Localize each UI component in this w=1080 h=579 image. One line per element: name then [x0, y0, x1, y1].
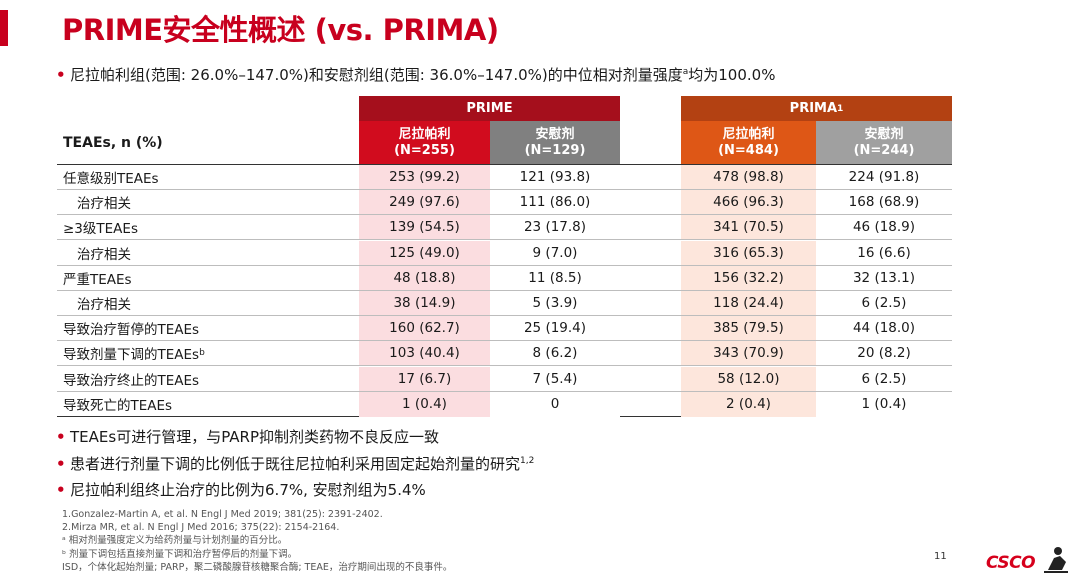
table-cell: 385 (79.5) [681, 316, 816, 341]
bullet-icon: • [56, 481, 66, 499]
row-label: 导致剂量下调的TEAEs b [63, 347, 205, 364]
table-cell: 118 (24.4) [681, 291, 816, 315]
table-row: 导致治疗暂停的TEAEs 160 (62.7) 25 (19.4) 385 (79.5… [57, 316, 952, 342]
footnote-line: ᵇ 剂量下调包括直接剂量下调和治疗暂停后的剂量下调。 [62, 548, 298, 560]
table-cell: 6 (2.5) [816, 291, 952, 315]
row-header-label: TEAEs, n (%) [63, 134, 163, 151]
table-cell: 25 (19.4) [490, 316, 620, 341]
logo-figure-icon [1044, 547, 1068, 573]
row-label: 任意级别TEAEs [63, 171, 159, 187]
table-cell: 32 (13.1) [816, 265, 952, 290]
table-cell: 0 [490, 391, 620, 417]
row-label: 导致死亡的TEAEs [63, 398, 173, 415]
table-cell: 478 (98.8) [681, 165, 816, 189]
table-column-header: TEAEs, n (%) 尼拉帕利 (N=255) 安慰剂 (N=129) 尼拉帕利… [57, 121, 952, 165]
table-group-header: PRIME PRIMA 1 [57, 96, 952, 121]
intro-sup: a [682, 67, 689, 77]
table-cell: 46 (18.9) [816, 215, 952, 240]
table-cell: 139 (54.5) [359, 215, 490, 240]
table-cell: 5 (3.9) [490, 291, 620, 315]
table-cell: 121 (93.8) [490, 165, 620, 189]
table-cell: 17 (6.7) [359, 366, 490, 391]
bullet-icon: • [56, 454, 66, 473]
intro-text-end: 均为100.0% [688, 66, 776, 84]
group-prima: PRIMA 1 [681, 96, 952, 121]
table-row: 治疗相关 38 (14.9) 5 (3.9) 118 (24.4) 6 (2.5) [57, 291, 952, 316]
table-cell: 156 (32.2) [681, 265, 816, 290]
table-cell: 23 (17.8) [490, 215, 620, 240]
table-cell: 58 (12.0) [681, 366, 816, 391]
point-item: • 尼拉帕利组终止治疗的比例为6.7%, 安慰剂组为5.4% [56, 477, 534, 504]
footnote-line: ᵃ 相对剂量强度定义为给药剂量与计划剂量的百分比。 [62, 535, 288, 547]
table-cell: 316 (65.3) [681, 240, 816, 265]
point-item: • 患者进行剂量下调的比例低于既往尼拉帕利采用固定起始剂量的研究1,2 [56, 451, 534, 478]
table-row: 治疗相关 125 (49.0) 9 (7.0) 316 (65.3) 16 (6.6) [57, 240, 952, 266]
table-row: 导致剂量下调的TEAEs b 103 (40.4) 8 (6.2) 343 (70.9)… [57, 341, 952, 367]
table-cell: 8 (6.2) [490, 341, 620, 366]
page-title: PRIME安全性概述 (vs. PRIMA) [62, 13, 499, 47]
row-label: ≥3级TEAEs [63, 221, 138, 238]
col-prima-niraparib: 尼拉帕利 (N=484) [681, 121, 816, 164]
table-cell: 125 (49.0) [359, 240, 490, 265]
row-label: 治疗相关 [77, 297, 131, 313]
table-cell: 11 (8.5) [490, 265, 620, 290]
row-label: 治疗相关 [77, 196, 131, 213]
table-cell: 1 (0.4) [359, 391, 490, 417]
table-cell: 16 (6.6) [816, 240, 952, 265]
row-label: 治疗相关 [77, 246, 131, 263]
bullet-icon: • [56, 428, 66, 446]
col-prime-niraparib: 尼拉帕利 (N=255) [359, 121, 490, 164]
table-cell: 168 (68.9) [816, 190, 952, 215]
table-cell: 341 (70.5) [681, 215, 816, 240]
intro-text: 尼拉帕利组(范围: 26.0%–147.0%)和安慰剂组(范围: 36.0%–1… [70, 66, 683, 84]
table-cell: 20 (8.2) [816, 341, 952, 366]
bullet-icon: • [56, 66, 66, 84]
table-cell: 9 (7.0) [490, 240, 620, 265]
table-cell: 249 (97.6) [359, 190, 490, 215]
csco-logo: CSCO [986, 553, 1036, 573]
table-row: ≥3级TEAEs 139 (54.5) 23 (17.8) 341 (70.5) 46 … [57, 215, 952, 241]
table-cell: 6 (2.5) [816, 366, 952, 391]
references: 1.Gonzalez-Martin A, et al. N Engl J Med… [62, 508, 452, 574]
table-row: 治疗相关 249 (97.6) 111 (86.0) 466 (96.3) 168 (6… [57, 190, 952, 216]
table-cell: 103 (40.4) [359, 341, 490, 366]
table-row: 导致治疗终止的TEAEs 17 (6.7) 7 (5.4) 58 (12.0) 6 (2… [57, 366, 952, 392]
reference-line: 1.Gonzalez-Martin A, et al. N Engl J Med… [62, 509, 383, 520]
group-prime: PRIME [359, 96, 620, 121]
table-cell: 38 (14.9) [359, 291, 490, 315]
accent-bar [0, 10, 8, 46]
table-cell: 466 (96.3) [681, 190, 816, 215]
abbreviation-line: ISD，个体化起始剂量; PARP，聚二磷酸腺苷核糖聚合酶; TEAE，治疗期间… [62, 561, 453, 573]
row-label: 导致治疗终止的TEAEs [63, 372, 200, 389]
row-label: 导致治疗暂停的TEAEs [63, 322, 200, 339]
table-cell: 224 (91.8) [816, 165, 952, 189]
table-cell: 343 (70.9) [681, 341, 816, 366]
table-cell: 48 (18.8) [359, 265, 490, 290]
key-points: • TEAEs可进行管理，与PARP抑制剂类药物不良反应一致 • 患者进行剂量下调的… [56, 424, 534, 504]
intro-bullet: • 尼拉帕利组(范围: 26.0%–147.0%)和安慰剂组(范围: 36.0%–… [56, 64, 775, 85]
table-cell: 44 (18.0) [816, 316, 952, 341]
col-prime-placebo: 安慰剂 (N=129) [490, 121, 620, 164]
reference-line: 2.Mirza MR, et al. N Engl J Med 2016; 37… [62, 522, 340, 534]
table-cell: 2 (0.4) [681, 391, 816, 417]
table-cell: 253 (99.2) [359, 165, 490, 189]
table-cell: 111 (86.0) [490, 190, 620, 215]
point-item: • TEAEs可进行管理，与PARP抑制剂类药物不良反应一致 [56, 424, 534, 451]
table-cell: 7 (5.4) [490, 366, 620, 391]
row-label: 严重TEAEs [63, 271, 132, 288]
col-prima-placebo: 安慰剂 (N=244) [816, 121, 952, 164]
page-number: 11 [934, 551, 947, 562]
table-row: 严重TEAEs 48 (18.8) 11 (8.5) 156 (32.2) 32 (13… [57, 265, 952, 291]
table-body: 任意级别TEAEs 253 (99.2) 121 (93.8) 478 (98.8) 2… [57, 165, 952, 417]
safety-table: PRIME PRIMA 1 TEAEs, n (%) 尼拉帕利 (N=255) 安慰… [57, 96, 952, 417]
table-row: 任意级别TEAEs 253 (99.2) 121 (93.8) 478 (98.8) 2… [57, 165, 952, 190]
table-cell: 160 (62.7) [359, 316, 490, 341]
table-cell: 1 (0.4) [816, 391, 952, 417]
table-row: 导致死亡的TEAEs 1 (0.4) 0 2 (0.4) 1 (0.4) [57, 391, 952, 417]
